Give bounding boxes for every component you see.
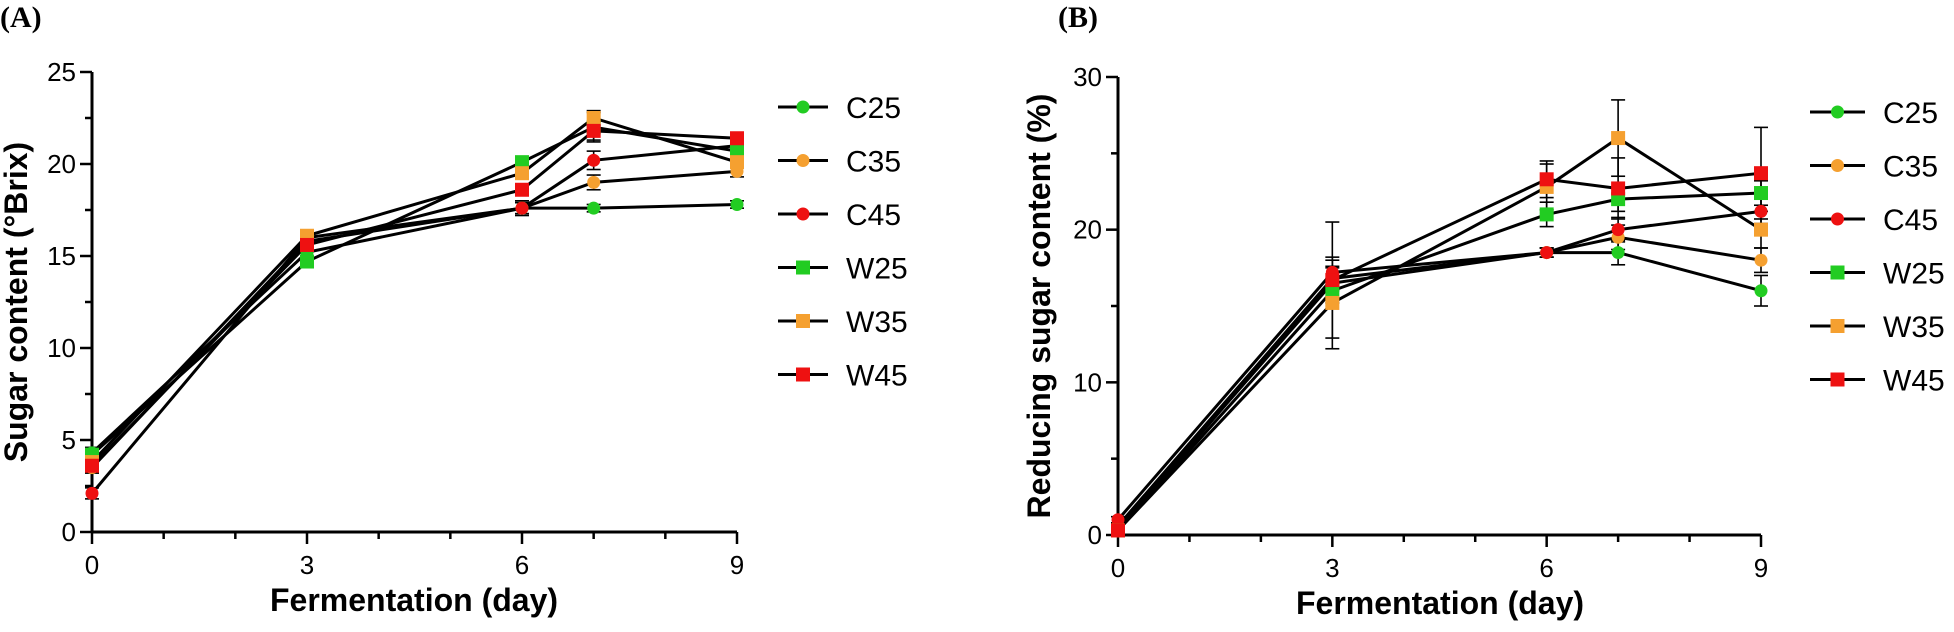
legend-label: W45 (1883, 365, 1945, 398)
data-point-W45 (1754, 166, 1768, 181)
x-tick-label: 6 (1539, 553, 1553, 583)
y-tick-label: 25 (47, 57, 76, 87)
data-point-W25 (515, 155, 529, 170)
x-axis-title: Fermentation (day) (270, 582, 558, 618)
chart-panel-0: (A) 0 5 10 15 20 25 0 3 6 9 Fermentation (day) Sugar… (0, 1, 908, 618)
data-point-W35 (1754, 222, 1768, 237)
data-point-C45 (1540, 246, 1554, 260)
series-line-W25 (90, 125, 738, 456)
data-point-C25 (730, 197, 744, 211)
data-point-W45 (85, 458, 99, 473)
data-point-W35 (586, 111, 601, 125)
x-tick-label: 9 (1754, 553, 1768, 583)
legend-marker (796, 154, 810, 167)
legend-marker (796, 314, 810, 328)
data-point-C25 (1611, 246, 1625, 260)
series-line-W45 (90, 129, 738, 467)
legend-label: W45 (846, 360, 908, 393)
data-point-C45 (1754, 204, 1768, 218)
data-point-W35 (730, 155, 744, 170)
y-tick-label: 0 (62, 517, 76, 547)
legend-label: W35 (846, 306, 908, 339)
data-point-W25 (1539, 207, 1554, 222)
legend-marker (796, 260, 810, 275)
legend-marker (796, 207, 810, 221)
y-tick-label: 30 (1073, 62, 1102, 92)
legend-marker (1831, 105, 1844, 119)
legend-label: W25 (846, 253, 908, 286)
legend-label: W35 (1883, 311, 1945, 344)
legend-marker (796, 367, 810, 382)
data-point-W45 (300, 237, 314, 252)
data-point-W25 (1325, 283, 1340, 298)
legend-marker (1830, 265, 1845, 280)
y-axis-title: Reducing sugar content (%) (1021, 94, 1057, 519)
data-point-C45 (1611, 223, 1625, 237)
series-line-C25 (90, 202, 738, 454)
series-line-C45 (90, 144, 738, 495)
legend-label: C35 (846, 146, 901, 179)
series-line-C35 (1116, 235, 1762, 527)
series-line-C35 (90, 169, 738, 469)
y-axis-title: Sugar content (°Brix) (0, 142, 34, 462)
data-point-C35 (1754, 253, 1768, 267)
data-point-W25 (1611, 192, 1626, 207)
x-axis-title: Fermentation (day) (1296, 585, 1584, 621)
y-tick-label: 5 (62, 425, 76, 455)
data-point-W45 (1611, 181, 1626, 196)
legend-marker (796, 100, 810, 114)
y-tick-label: 10 (1073, 367, 1102, 397)
data-point-W25 (1754, 186, 1768, 201)
y-tick-label: 15 (47, 241, 76, 271)
series-line-W45 (1116, 171, 1762, 532)
data-point-C25 (587, 201, 601, 215)
panel-label: (A) (0, 1, 42, 34)
data-point-W45 (1325, 273, 1340, 288)
data-point-C45 (85, 486, 99, 500)
y-tick-label: 10 (47, 333, 76, 363)
data-point-W45 (515, 182, 529, 197)
legend-marker (1830, 319, 1845, 333)
data-point-W45 (730, 131, 744, 146)
data-point-W45 (1539, 172, 1554, 187)
y-tick-label: 0 (1088, 520, 1102, 550)
legend-label: C45 (846, 199, 901, 232)
legend-marker (1831, 159, 1844, 172)
data-point-W25 (730, 144, 744, 159)
data-point-C45 (1111, 513, 1125, 527)
legend-marker (1831, 212, 1844, 226)
legend-marker (1830, 372, 1845, 387)
chart-panel-1: (B) 0 10 20 30 0 3 6 9 Fermentation (day) Reducing… (1021, 1, 1945, 621)
data-point-W25 (300, 254, 314, 269)
data-point-W45 (586, 123, 601, 138)
x-tick-label: 0 (85, 550, 99, 580)
data-point-W35 (1611, 131, 1626, 146)
y-tick-label: 20 (1073, 215, 1102, 245)
data-point-W45 (1111, 523, 1125, 538)
legend-label: C45 (1883, 204, 1938, 237)
data-point-C45 (515, 201, 529, 215)
series-line-C25 (1116, 251, 1762, 529)
series-line-W35 (90, 116, 738, 464)
legend-label: C35 (1883, 151, 1938, 184)
x-tick-label: 6 (515, 550, 529, 580)
y-tick-label: 20 (47, 149, 76, 179)
x-tick-label: 3 (1325, 553, 1339, 583)
x-tick-label: 9 (730, 550, 744, 580)
data-point-W35 (515, 166, 529, 181)
series-line-C45 (1116, 209, 1762, 521)
panel-label: (B) (1058, 1, 1098, 34)
x-tick-label: 3 (300, 550, 314, 580)
legend-label: W25 (1883, 258, 1945, 291)
x-tick-label: 0 (1111, 553, 1125, 583)
data-point-C45 (587, 153, 601, 167)
data-point-C25 (1754, 284, 1768, 298)
legend-label: C25 (1883, 97, 1938, 130)
legend-label: C25 (846, 92, 901, 125)
data-point-C35 (587, 175, 601, 189)
data-point-W35 (1325, 295, 1340, 310)
